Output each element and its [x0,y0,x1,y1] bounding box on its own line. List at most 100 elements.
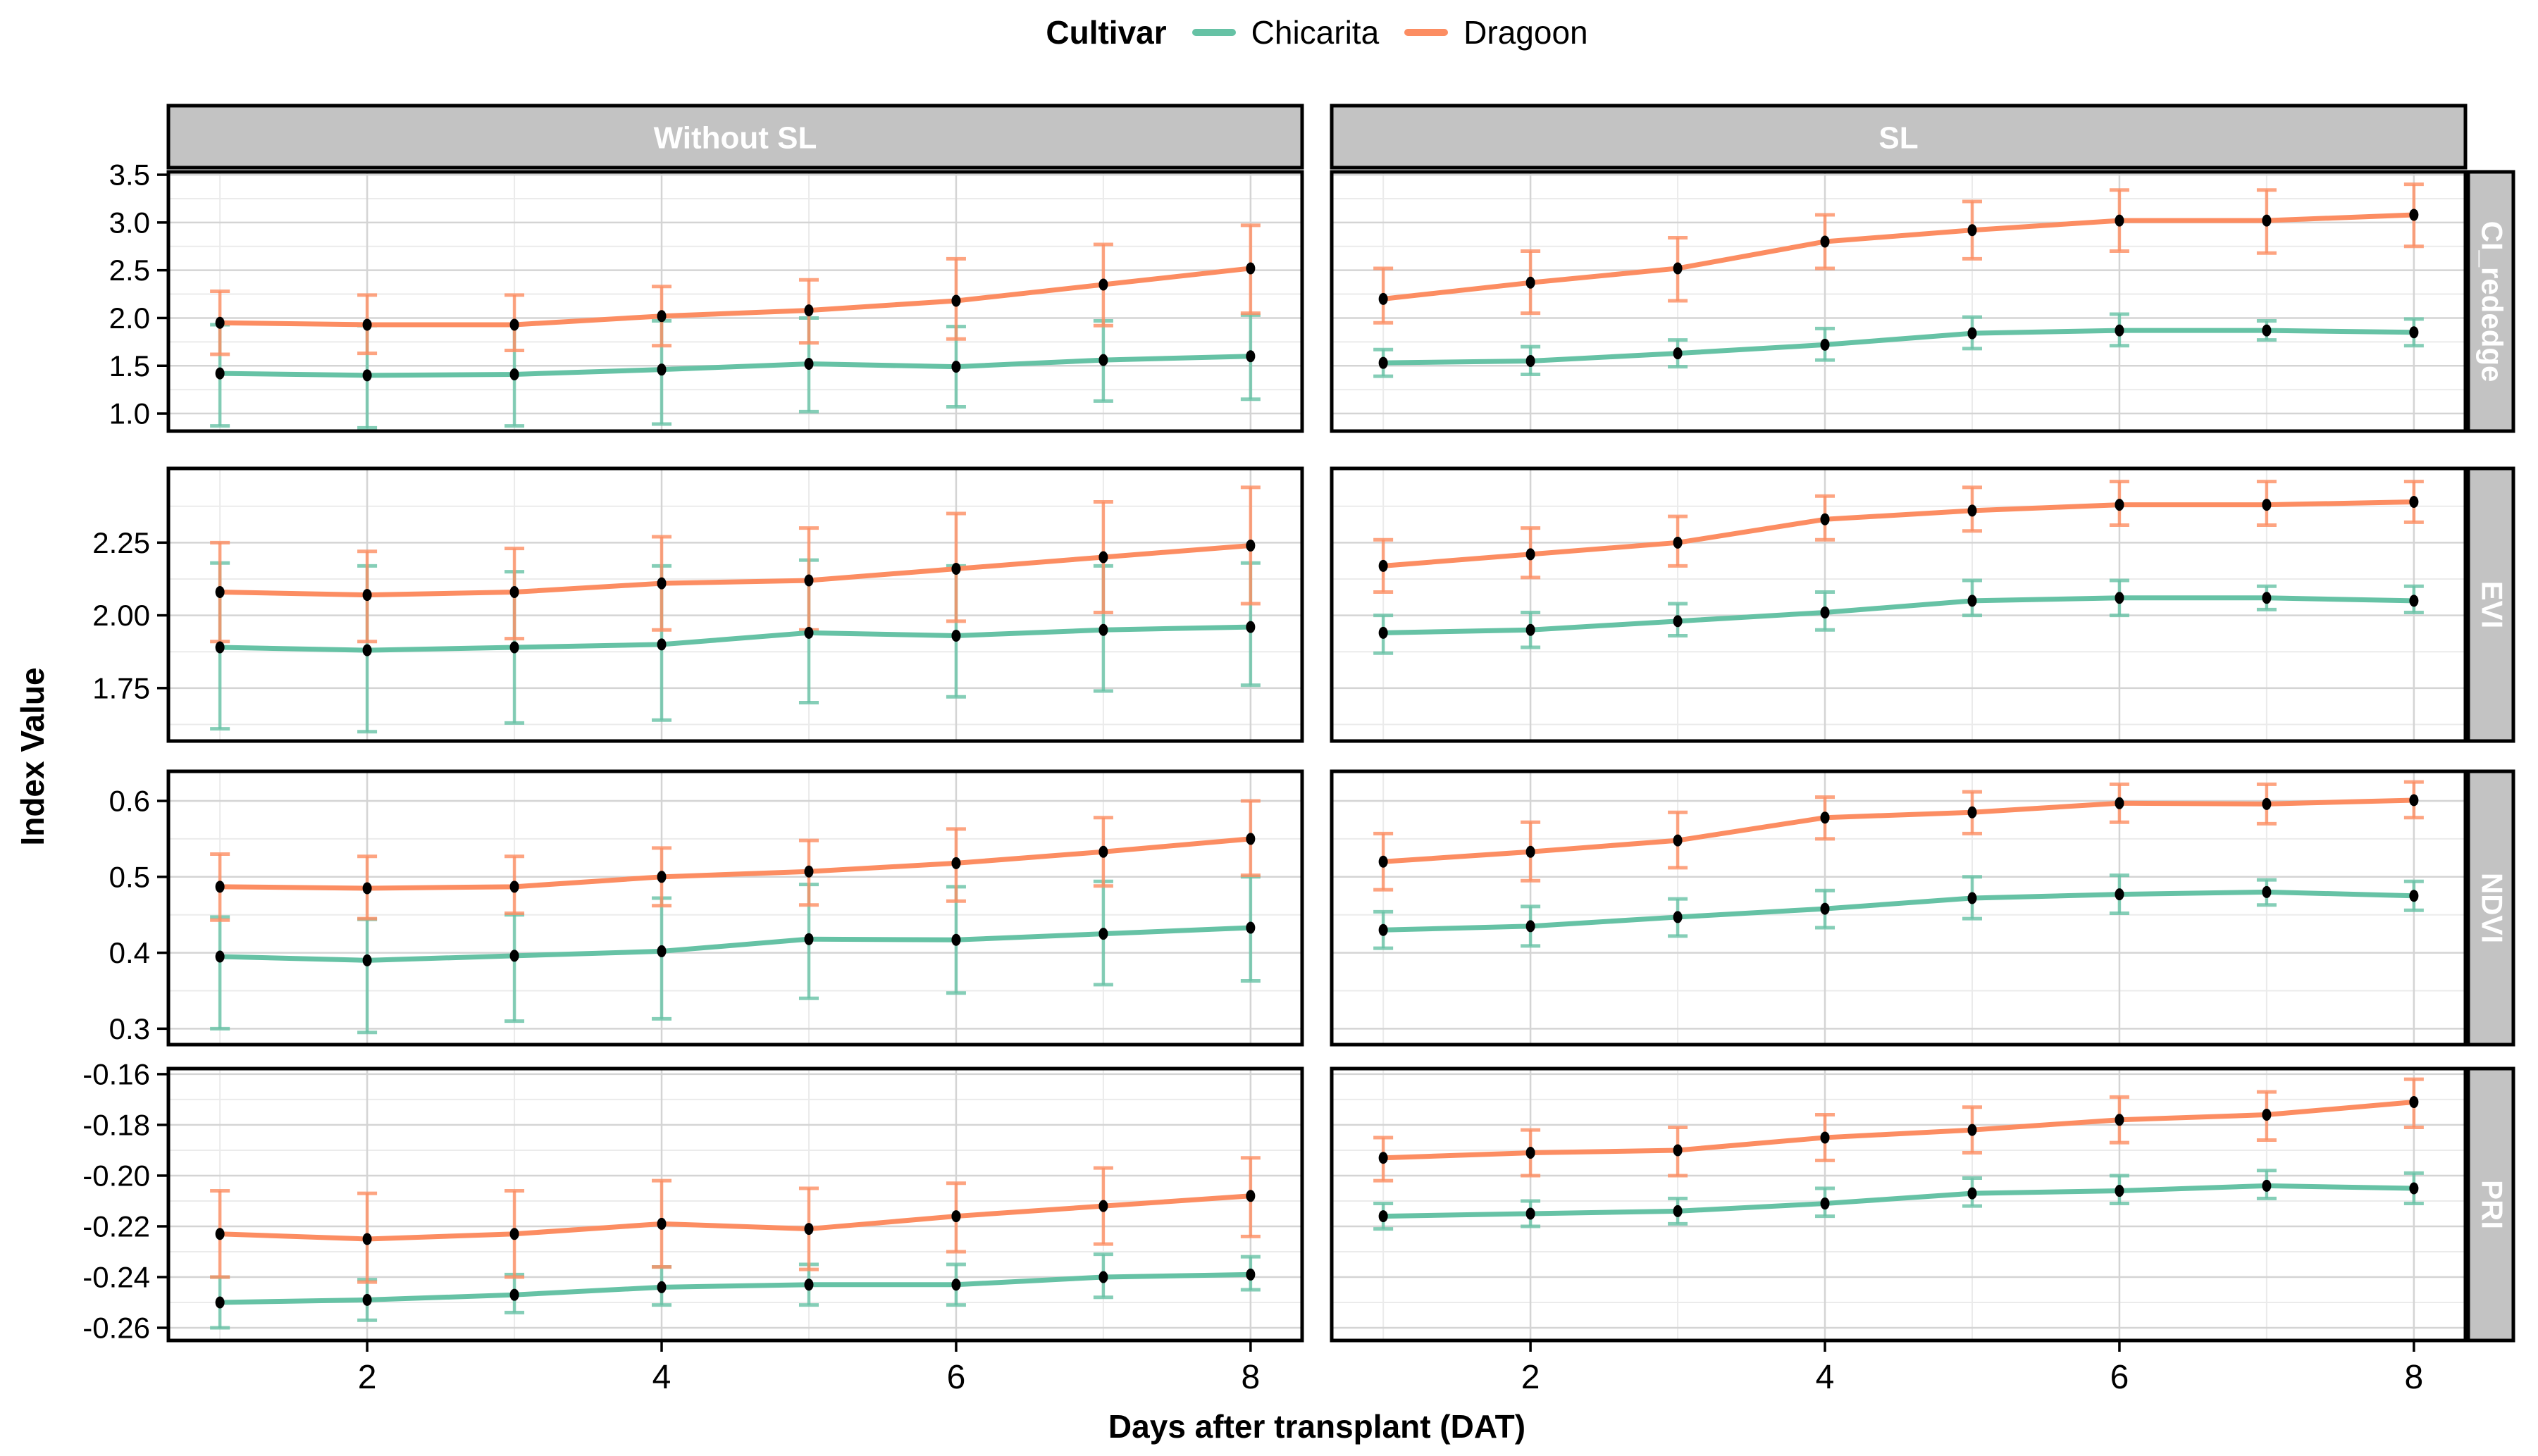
line-dragoon [1380,1100,2417,1161]
mean-point [1525,1207,1535,1220]
panel-border [1330,769,2468,1047]
mean-point [1098,354,1108,366]
y-axis-ndvi: 0.6 0.5 0.4 0.3 [109,785,168,1045]
mean-point [2262,797,2272,810]
facet-strip-label: Without SL [654,121,817,156]
mean-point [804,865,814,878]
mean-point [2115,324,2124,337]
mean-point [215,1228,225,1240]
mean-point [1246,621,1256,633]
mean-point [1378,292,1388,305]
y-tick-label: 0.3 [109,1012,150,1045]
facet-strip-right-evi: EVI [2466,466,2515,743]
y-tick-label: -0.20 [82,1159,150,1192]
mean-point [657,1217,667,1230]
line-dragoon [1380,797,2417,864]
x-axis-without-sl: 2 4 6 8 [358,1340,1260,1396]
mean-point [1820,606,1830,618]
panel-border [166,769,1304,1047]
mean-point [2115,499,2124,511]
line-chicarita [217,624,1253,653]
mean-point [657,577,667,590]
errorbars-chicarita [1373,873,2424,950]
line-dragoon [1380,212,2417,301]
x-tick-label: 6 [2110,1359,2129,1396]
facet-strip-label: CI_rededge [2476,221,2509,382]
x-tick-label: 4 [1816,1359,1835,1396]
mean-point [1967,1187,1977,1200]
mean-point [1820,811,1830,824]
x-tick-label: 4 [652,1359,671,1396]
line-dragoon [217,1193,1253,1242]
panel-border [1330,170,2468,433]
panel-without-sl-pri [166,1066,1304,1343]
y-axis-evi: 2.25 2.00 1.75 [92,526,168,704]
mean-point [362,644,372,657]
mean-point [1246,1268,1256,1281]
facet-strip-label: NDVI [2476,873,2509,943]
points-dragoon [1378,1096,2419,1164]
y-tick-label: -0.16 [82,1057,150,1090]
mean-point [1967,806,1977,819]
mean-point [2262,592,2272,604]
mean-point [1378,356,1388,369]
y-tick-label: 1.75 [92,671,150,704]
mean-point [1820,235,1830,248]
mean-point [804,304,814,317]
errorbars-dragoon [1373,780,2424,892]
mean-point [2115,592,2124,604]
facet-strip-right-pri: PRI [2466,1066,2515,1343]
legend-item-label: Dragoon [1463,14,1588,51]
facet-strip-top-without-sl: Without SL [166,104,1304,170]
mean-point [2262,1179,2272,1192]
mean-point [1098,551,1108,564]
mean-point [1820,338,1830,351]
mean-point [2115,888,2124,901]
mean-point [362,954,372,966]
line-chicarita [1380,1183,2417,1219]
mean-point [1673,834,1683,847]
points-dragoon [1378,209,2419,305]
mean-point [362,318,372,331]
line-chicarita [1380,889,2417,933]
x-tick-label: 2 [1521,1359,1540,1396]
mean-point [1098,845,1108,858]
x-tick-label: 6 [947,1359,966,1396]
mean-point [1525,623,1535,636]
mean-point [951,562,961,575]
mean-point [1378,855,1388,868]
points-chicarita [215,921,1256,966]
mean-point [2115,1114,2124,1126]
mean-point [1673,911,1683,923]
mean-point [2262,214,2272,227]
mean-point [1246,833,1256,845]
panel-border [1330,466,2468,743]
panel-border [166,1066,1304,1343]
line-dragoon [217,266,1253,328]
mean-point [1820,902,1830,915]
panel-sl-pri [1330,1066,2468,1343]
mean-point [1820,1131,1830,1144]
y-tick-label: -0.18 [82,1108,150,1141]
mean-point [951,857,961,869]
facet-strip-label: PRI [2476,1180,2509,1229]
mean-point [1098,623,1108,636]
mean-point [1098,1200,1108,1212]
mean-point [1525,548,1535,561]
y-tick-label: 1.5 [109,349,150,382]
mean-point [2115,797,2124,809]
mean-point [1673,536,1683,549]
panel-without-sl-evi [166,466,1304,743]
points-chicarita [215,1268,1256,1309]
points-chicarita [1378,1179,2419,1223]
mean-point [804,933,814,945]
mean-point [804,626,814,639]
mean-point [215,881,225,893]
mean-point [1673,1144,1683,1157]
y-axis-pri: -0.16 -0.18 -0.20 -0.22 -0.24 -0.26 [82,1057,168,1344]
errorbars-chicarita [1373,578,2424,655]
mean-point [2262,1109,2272,1121]
mean-point [951,294,961,307]
mean-point [509,1288,519,1301]
